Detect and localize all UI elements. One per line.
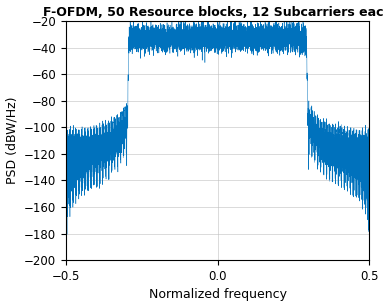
Y-axis label: PSD (dBW/Hz): PSD (dBW/Hz)	[5, 97, 18, 185]
X-axis label: Normalized frequency: Normalized frequency	[149, 289, 286, 301]
Title: F-OFDM, 50 Resource blocks, 12 Subcarriers each: F-OFDM, 50 Resource blocks, 12 Subcarrie…	[43, 6, 384, 18]
